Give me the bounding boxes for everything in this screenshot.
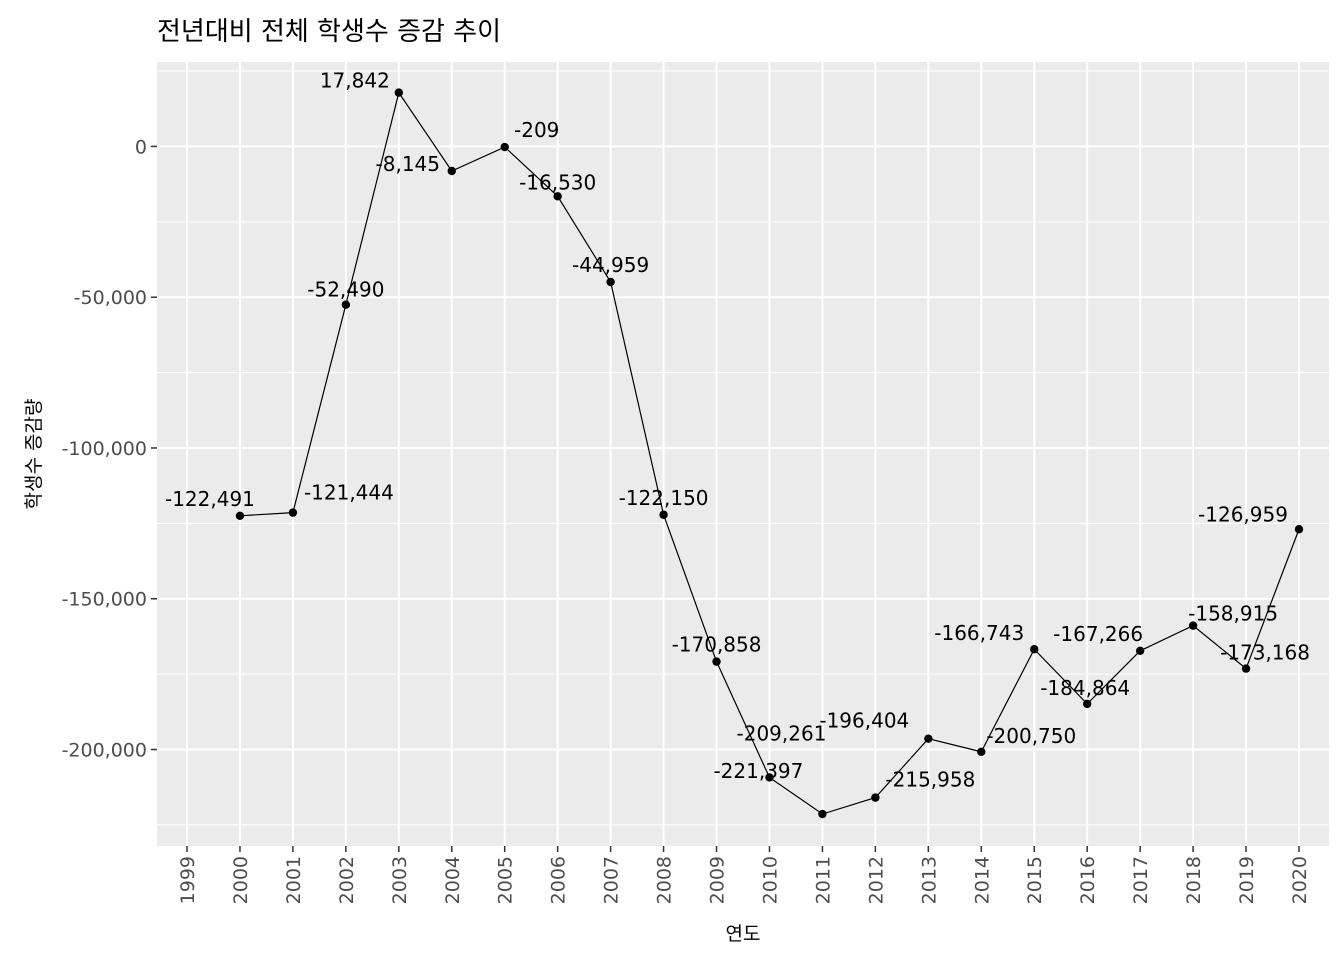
data-label: -209,261: [737, 721, 827, 745]
data-label: -126,959: [1198, 502, 1288, 526]
x-tick-label: 2011: [812, 856, 834, 904]
data-label: -122,150: [619, 486, 709, 510]
x-tick-label: 2012: [865, 856, 887, 904]
y-axis-label: 학생수 증감량: [23, 399, 45, 510]
x-tick-label: 2007: [601, 856, 623, 904]
y-tick-label: -100,000: [62, 438, 147, 460]
data-label: -8,145: [376, 152, 440, 176]
data-label: -196,404: [819, 709, 909, 733]
x-tick-label: 2006: [548, 856, 570, 904]
data-point: [818, 809, 827, 819]
x-tick-label: 2003: [389, 856, 411, 904]
x-tick-label: 2018: [1183, 856, 1205, 904]
data-point: [1241, 664, 1251, 673]
data-label: -184,864: [1040, 676, 1130, 700]
data-label: -209: [514, 118, 559, 142]
data-point: [871, 793, 880, 802]
data-point: [1082, 699, 1092, 709]
data-point: [235, 511, 245, 520]
data-label: -44,959: [572, 253, 649, 277]
x-tick-label: 2017: [1130, 856, 1152, 904]
data-point: [341, 300, 351, 309]
x-tick-label: 2016: [1077, 856, 1099, 904]
x-axis: 1999 2000 2001 2002 2003 2004 2005 2006 2007 2008…: [177, 846, 1311, 904]
data-point: [288, 508, 298, 517]
y-axis: 0 -50,000 -100,000 -150,000 -200,000: [62, 136, 157, 762]
data-label: -158,915: [1188, 602, 1278, 626]
data-point: [606, 277, 615, 287]
data-label: -221,397: [713, 759, 803, 783]
data-point: [1135, 646, 1145, 656]
x-tick-label: 2010: [759, 856, 781, 904]
data-label: -122,491: [165, 487, 255, 511]
x-tick-label: 2004: [442, 856, 464, 904]
x-tick-label: 2009: [707, 856, 729, 904]
chart-title: 전년대비 전체 학생수 증감 추이: [157, 17, 501, 47]
data-point: [924, 734, 933, 743]
y-tick-label: -150,000: [62, 589, 147, 611]
x-tick-label: 2013: [918, 856, 940, 904]
data-point: [447, 166, 456, 176]
x-tick-label: 2002: [336, 856, 358, 904]
data-point: [1294, 525, 1304, 534]
x-tick-label: 2019: [1236, 856, 1258, 904]
data-point: [659, 510, 668, 519]
x-tick-label: 2005: [495, 856, 517, 904]
x-tick-label: 2015: [1024, 856, 1046, 904]
data-point: [1188, 621, 1198, 630]
data-label: -200,750: [986, 724, 1076, 748]
points-layer: [235, 88, 1304, 819]
data-point: [553, 192, 562, 201]
data-label: -170,858: [672, 633, 762, 657]
x-axis-label: 연도: [726, 923, 761, 945]
y-tick-label: -50,000: [74, 287, 147, 309]
minor-gridlines: [157, 70, 1329, 826]
data-label: -167,266: [1053, 622, 1143, 646]
data-label: -52,490: [307, 278, 384, 302]
data-point: [765, 773, 774, 782]
data-label: -166,743: [934, 621, 1024, 645]
data-point: [712, 657, 721, 666]
plot-panel: [157, 62, 1329, 846]
data-label: -16,530: [519, 170, 596, 194]
data-point: [1030, 645, 1039, 654]
data-label: -173,168: [1220, 641, 1310, 665]
x-tick-label: 2000: [230, 856, 252, 904]
data-point: [394, 88, 404, 97]
x-tick-label: 2014: [971, 856, 993, 904]
x-tick-label: 2001: [283, 856, 305, 904]
x-tick-label: 2020: [1289, 856, 1311, 904]
data-label: -215,958: [885, 768, 975, 792]
data-point: [977, 747, 986, 756]
x-tick-label: 2008: [654, 856, 676, 904]
data-label: -121,444: [304, 481, 394, 505]
data-labels: -122,491 -121,444 -52,490 17,842 -8,145 -209 -…: [165, 69, 1310, 792]
data-point: [500, 142, 509, 152]
x-tick-label: 1999: [177, 856, 199, 904]
major-gridlines: [157, 62, 1329, 846]
data-label: 17,842: [320, 69, 390, 93]
y-tick-label: 0: [135, 136, 147, 158]
y-tick-label: -200,000: [62, 740, 147, 762]
